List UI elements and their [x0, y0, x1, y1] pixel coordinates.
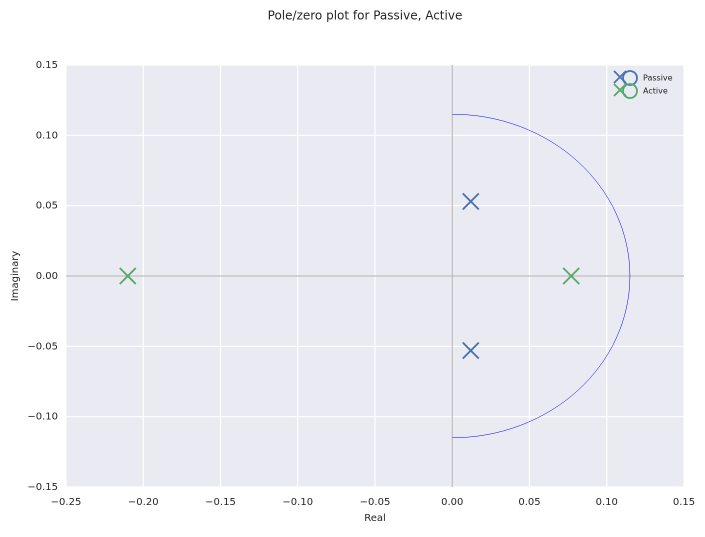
pole-marker — [119, 267, 137, 285]
pole-cross — [462, 192, 480, 211]
legend-label: Active — [643, 87, 668, 96]
x-tick-label: 0.10 — [596, 497, 618, 508]
x-tick-label: −0.10 — [282, 497, 313, 508]
x-axis-label: Real — [364, 513, 386, 524]
pole-cross — [462, 341, 480, 360]
x-tick-label: 0.00 — [441, 497, 463, 508]
y-tick-label: 0.05 — [36, 201, 58, 212]
x-tick-label: 0.15 — [673, 497, 695, 508]
x-tick-label: −0.15 — [205, 497, 236, 508]
y-tick-label: 0.00 — [36, 271, 58, 282]
legend-zero-marker — [622, 70, 638, 86]
x-tick-label: −0.05 — [360, 497, 391, 508]
legend-label: Passive — [643, 74, 673, 83]
pole-cross — [562, 267, 580, 285]
y-axis-label: Imaginary — [10, 251, 21, 302]
legend-zero-marker — [622, 83, 638, 99]
y-tick-label: 0.10 — [36, 130, 58, 141]
y-tick-label: −0.10 — [27, 412, 58, 423]
pole-cross — [119, 267, 137, 285]
pole-marker — [462, 341, 480, 360]
pole-marker — [562, 267, 580, 285]
y-tick-label: 0.15 — [36, 60, 58, 71]
y-tick-label: −0.05 — [27, 341, 58, 352]
pole-marker — [462, 192, 480, 211]
chart-title: Pole/zero plot for Passive, Active — [268, 9, 463, 23]
y-tick-label: −0.15 — [27, 482, 58, 493]
x-tick-label: 0.05 — [518, 497, 540, 508]
reference-arc — [452, 113, 631, 439]
x-tick-label: −0.20 — [128, 497, 159, 508]
x-tick-label: −0.25 — [51, 497, 82, 508]
